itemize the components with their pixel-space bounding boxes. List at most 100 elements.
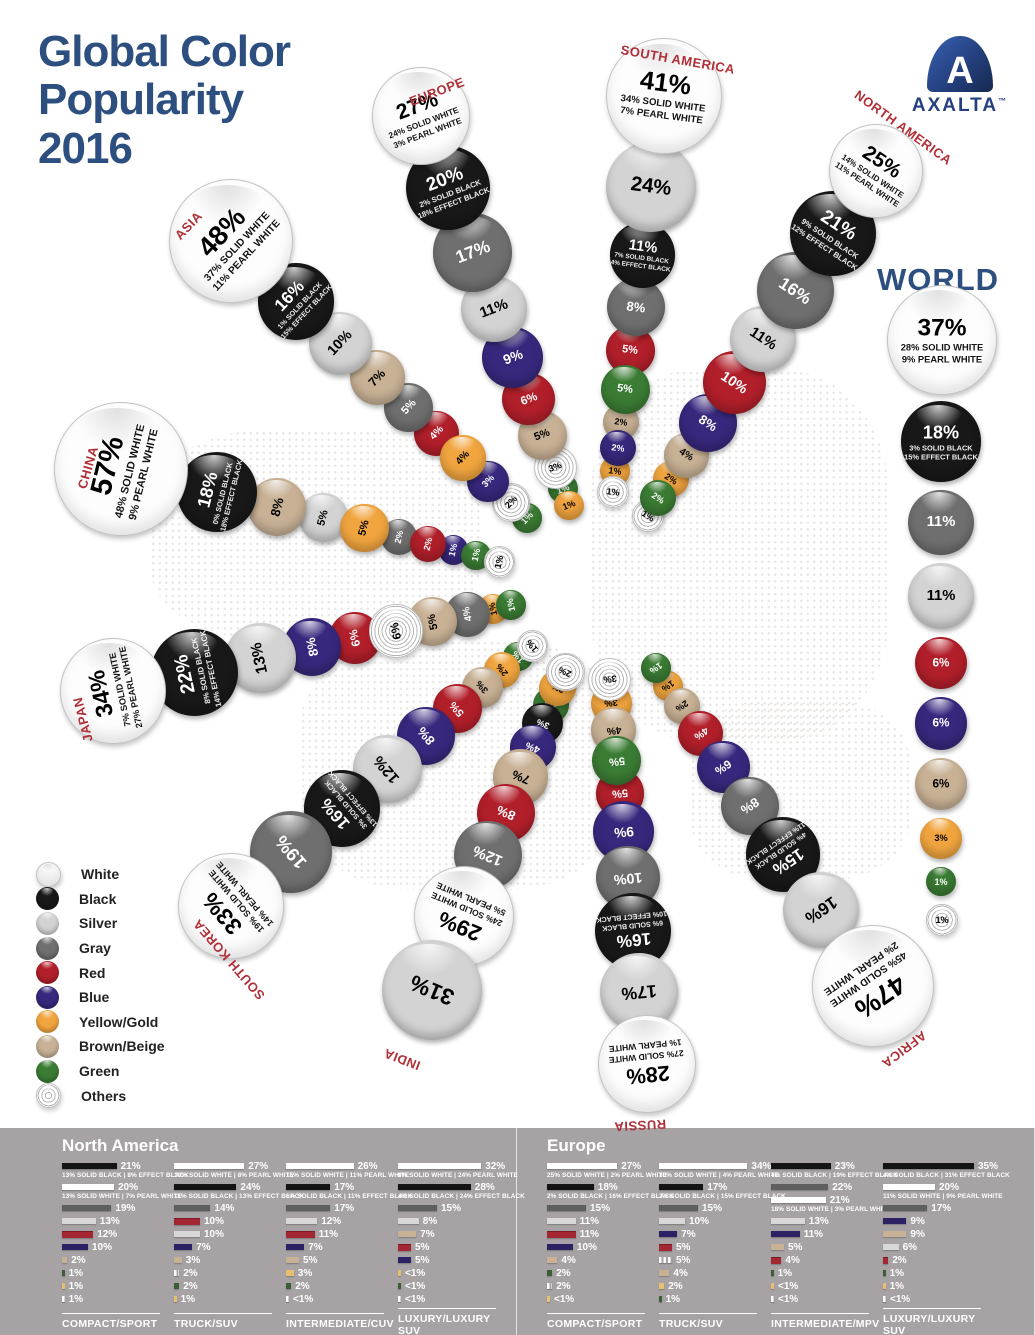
axalta-logo-text: AXALTA™: [911, 95, 1009, 116]
bubble-label: 8%: [267, 495, 287, 518]
bubble-green: 1%: [641, 653, 671, 683]
blue-bar: [883, 1218, 907, 1224]
bar-row-gray: 15%: [547, 1203, 659, 1214]
bar-row-silver: 11%: [547, 1216, 659, 1227]
bar-row-yellow: <1%: [398, 1268, 510, 1279]
legend-item-silver: Silver: [36, 911, 165, 936]
black-bar: [771, 1163, 831, 1169]
bubble-label: 2%: [502, 494, 519, 511]
bar-value: 4%: [673, 1267, 688, 1279]
silver-bar: [547, 1218, 576, 1224]
bubble-black: 16% 6% SOLID BLACK 10% EFFECT BLACK: [595, 892, 672, 970]
bar-row-white: 20%: [883, 1182, 995, 1193]
bubble-yellow: 1%: [554, 490, 584, 521]
bubble-label: 16%: [801, 892, 842, 929]
bubble-white: 57% 48% SOLID WHITE 9% PEARL WHITE: [54, 402, 188, 536]
bar-row-others: <1%: [286, 1294, 398, 1305]
bubble-label: 8%: [738, 794, 763, 818]
bar-value: 18%: [597, 1181, 618, 1193]
bubble-others: 2%: [491, 483, 530, 522]
bubble-silver: 24%: [606, 141, 697, 233]
bar-row-black: 28%: [398, 1181, 510, 1193]
gray-bar: [398, 1205, 437, 1211]
bar-value: 1%: [777, 1267, 793, 1279]
bar-sublabel: 8% SOLID WHITE | 24% PEARL WHITE: [398, 1172, 518, 1179]
bubble-black: 18% 0% SOLID BLACK 18% EFFECT BLACK: [176, 451, 257, 532]
brown-bar: [547, 1257, 558, 1263]
bar-row-others: 1%: [62, 1294, 174, 1305]
legend-item-red: Red: [36, 960, 165, 985]
bubble-others: 1%: [483, 546, 516, 578]
bar-row-yellow: <1%: [547, 1294, 659, 1305]
bubble-label: 5%: [315, 508, 331, 528]
bar-row-others: 2%: [174, 1267, 286, 1279]
bar-value: 17%: [334, 1202, 355, 1214]
bar-sublabel: 4% SOLID BLACK | 31% EFFECT BLACK: [883, 1172, 1010, 1179]
silver-bar: [286, 1218, 318, 1224]
bar-value: 2%: [183, 1280, 198, 1292]
bar-row-blue: 7%: [659, 1229, 771, 1240]
bubble-label: 17%: [620, 980, 658, 1005]
legend-label: White: [81, 866, 120, 883]
bar-value: 32%: [485, 1160, 506, 1172]
bar-row-brown: 3%: [174, 1255, 286, 1266]
bar-sublabel: 15% SOLID WHITE | 11% PEARL WHITE: [286, 1172, 410, 1179]
bar-row-silver: 6%: [883, 1242, 995, 1253]
yellow-bar: [62, 1283, 65, 1289]
bar-row-white: 26%: [286, 1161, 398, 1172]
bar-row-gray: 17%: [883, 1202, 995, 1214]
red-bar: [62, 1230, 94, 1238]
red-swatch-icon: [36, 961, 59, 985]
bar-value: <1%: [778, 1280, 799, 1292]
legend-label: Black: [79, 890, 117, 907]
page-title-line: Global Color: [38, 27, 291, 76]
bar-value: 5%: [676, 1241, 691, 1253]
bar-sublabel: 18% SOLID WHITE | 3% PEARL WHITE: [771, 1206, 891, 1213]
bubble-label: 2%: [610, 442, 625, 454]
bar-value: 2%: [668, 1280, 683, 1292]
bubble-label: 17%: [452, 236, 493, 268]
bar-value: <1%: [890, 1293, 911, 1305]
bar-row-green: 2%: [547, 1268, 659, 1279]
gray-bar: [62, 1205, 112, 1211]
silver-bar: [398, 1218, 419, 1224]
black-bar: [286, 1184, 331, 1190]
bar-row-yellow: 1%: [883, 1281, 995, 1292]
bar-row-white: 21%: [771, 1195, 883, 1206]
legend-item-yellow: Yellow/Gold: [36, 1010, 165, 1035]
bar-value: 28%: [474, 1181, 495, 1193]
bar-row-silver: 13%: [62, 1216, 174, 1227]
bubble-label: 1%: [524, 637, 541, 655]
red-bar: [883, 1256, 889, 1264]
brown-bar: [174, 1257, 182, 1263]
bar-row-red: 10%: [174, 1216, 286, 1227]
bar-value: 17%: [931, 1202, 952, 1214]
bubble-label: 11%: [926, 588, 956, 605]
bar-sublabel: 6% SOLID BLACK | 11% EFFECT BLACK: [286, 1193, 413, 1200]
legend-item-blue: Blue: [36, 985, 165, 1010]
bubble-gray: 8%: [721, 777, 780, 836]
bar-value: <1%: [405, 1293, 426, 1305]
bar-value: 1%: [665, 1293, 681, 1305]
legend-label: Blue: [79, 989, 110, 1006]
bubble-label: 6%: [932, 777, 950, 791]
bubble-others: 2%: [546, 653, 585, 692]
bar-value: 10%: [204, 1228, 225, 1240]
bubble-label: 4%: [677, 446, 696, 465]
black-swatch-icon: [36, 887, 59, 911]
brown-bar: [286, 1257, 299, 1263]
bar-value: 15%: [441, 1202, 462, 1214]
bar-value: 2%: [183, 1267, 198, 1279]
bubble-label: 3%: [602, 673, 618, 685]
bubble-others: 1%: [597, 476, 629, 508]
white-bar: [659, 1163, 748, 1169]
bar-row-silver: 13%: [771, 1216, 883, 1227]
bar-row-gray: 19%: [62, 1202, 174, 1214]
bubble-label: 8%: [414, 723, 438, 748]
bar-value: 19%: [115, 1202, 136, 1214]
bar-sublabel: 13% SOLID WHITE | 7% PEARL WHITE: [62, 1193, 182, 1200]
legend-label: Green: [79, 1063, 120, 1080]
bar-value: 11%: [318, 1228, 339, 1240]
bubble-black: 18% 3% SOLID BLACK 15% EFFECT BLACK: [900, 401, 982, 482]
bar-value: 12%: [321, 1215, 342, 1227]
